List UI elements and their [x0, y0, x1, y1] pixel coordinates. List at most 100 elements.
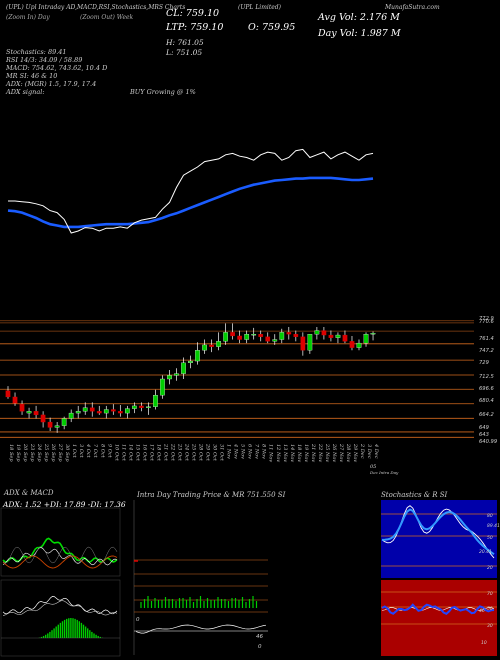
- stoch-value-label: 20.41: [479, 549, 492, 555]
- intraday-axis-label: 0: [258, 644, 262, 650]
- di-diff-line: [2, 546, 118, 564]
- date-tick-label: 5 Nov: [240, 444, 246, 459]
- candle-body: [160, 378, 165, 396]
- date-tick-label: 11 Nov: [268, 444, 274, 462]
- macd-histogram-bar: [49, 631, 51, 638]
- candle-body: [195, 350, 200, 362]
- candle-body: [293, 333, 299, 337]
- candle-body: [139, 405, 144, 408]
- stoch-d-line: [381, 505, 495, 559]
- rsi-value-label: 46: [479, 608, 485, 614]
- date-tick-label: 8 Nov: [261, 444, 267, 459]
- macd-histogram-bar: [45, 634, 47, 638]
- date-tick-label: 25 Oct: [191, 443, 197, 462]
- candle-body: [307, 333, 313, 351]
- candle-body: [188, 360, 193, 364]
- date-tick-label: 30 Oct: [212, 444, 218, 462]
- price-tick-label: 680.4: [479, 398, 494, 404]
- macd-histogram-bar: [76, 619, 78, 638]
- date-tick-label: 11 Oct: [120, 444, 126, 462]
- candle-body: [117, 411, 123, 414]
- date-tick-label: 4 Nov: [233, 443, 239, 459]
- price-tick-label: 643: [479, 432, 489, 438]
- date-tick-label: 17 Oct: [148, 444, 154, 462]
- date-tick-label: 14 Nov: [289, 444, 295, 462]
- candle-body: [103, 409, 109, 414]
- date-tick-label: 28 Nov: [345, 443, 351, 462]
- date-tick-label: 27 Sep: [57, 443, 63, 462]
- macd-histogram-bar: [63, 619, 66, 638]
- low-price: L: 751.05: [166, 48, 203, 57]
- date-tick-label: 24 Sep: [36, 443, 42, 462]
- macd-histogram-bar: [51, 630, 53, 638]
- date-tick-label: 22 Nov: [317, 443, 323, 462]
- price-tick-label: 729: [479, 360, 489, 366]
- candle-body: [132, 405, 137, 409]
- candle-body: [370, 333, 376, 335]
- date-tick-label: 6 Nov: [247, 444, 253, 459]
- macd-histogram-bar: [74, 618, 76, 638]
- adx-value: ADX: (MGR) 1.5, 17.9, 17.4: [6, 80, 97, 88]
- candle-body: [124, 408, 130, 414]
- date-extra-label: Dec Intra Day: [369, 470, 399, 475]
- intraday-panel-title: Intra Day Trading Price & MR 751.550 SI: [137, 491, 286, 499]
- price-tick-label: 640.99: [479, 439, 497, 445]
- stoch-value: Stochastics: 89.41: [6, 48, 67, 56]
- candle-body: [258, 333, 264, 337]
- candle-body: [279, 332, 285, 340]
- macd-histogram-bar: [89, 630, 91, 638]
- candle-body: [75, 411, 81, 414]
- zoom-out-link[interactable]: (Zoom Out) Week: [80, 14, 134, 21]
- macd-histogram-bar: [82, 624, 85, 638]
- candle-body: [265, 336, 271, 342]
- macd-histogram-bar: [91, 631, 93, 638]
- date-tick-label: 24 Oct: [184, 443, 190, 462]
- candle-body: [40, 414, 46, 423]
- date-tick-label: 31 Oct: [219, 444, 225, 462]
- candle-body: [153, 394, 158, 407]
- candle-body: [47, 421, 53, 428]
- date-tick-label: 25 Sep: [43, 443, 49, 462]
- macd-histogram-bar: [80, 622, 83, 638]
- plus-di-line: [2, 537, 118, 563]
- macd-histogram-bar: [40, 636, 43, 638]
- macd-histogram-bar: [61, 621, 64, 638]
- date-tick-label: 16 Oct: [141, 444, 147, 462]
- stoch-axis-label: 80: [487, 513, 493, 519]
- close-price-line: [8, 148, 374, 234]
- date-tick-label: 28 Oct: [198, 443, 204, 462]
- date-tick-label: 3 Oct: [78, 444, 84, 459]
- candle-body: [96, 411, 102, 414]
- date-tick-label: 23 Oct: [176, 443, 182, 462]
- candle-body: [89, 407, 95, 412]
- zoom-in-link[interactable]: (Zoom In) Day: [6, 14, 50, 21]
- stoch-axis-label: 50: [487, 535, 493, 541]
- adx-panel: [0, 507, 121, 577]
- rsi-signal-line: [381, 607, 495, 611]
- macd-histogram-bar: [78, 621, 80, 638]
- macd-histogram-bar: [87, 628, 89, 638]
- date-tick-label: 27 Nov: [338, 443, 344, 462]
- price-tick-label: 761.4: [479, 336, 494, 342]
- date-tick-label: 30 Sep: [64, 444, 70, 462]
- candle-body: [321, 330, 327, 336]
- close-price: CL: 759.10: [166, 8, 220, 19]
- macd-histogram-bar: [47, 633, 49, 638]
- candle-body: [251, 333, 257, 336]
- intraday-axis-label: 0: [136, 617, 140, 623]
- avg-volume: Avg Vol: 2.176 M: [318, 12, 400, 23]
- date-tick-label: 22 Oct: [169, 443, 175, 462]
- date-tick-label: 4 Dec: [373, 443, 379, 459]
- intraday-axis-label: 46: [256, 634, 263, 640]
- date-tick-label: 13 Nov: [282, 444, 288, 462]
- macd-histogram-bar: [66, 618, 68, 638]
- rsi-value: RSI 14/3: 34.09 / 58.89: [6, 56, 83, 64]
- minus-di-line: [2, 555, 118, 569]
- date-tick-label: 26 Sep: [50, 443, 56, 462]
- candle-body: [82, 407, 88, 412]
- ltp-price: LTP: 759.10: [166, 22, 224, 33]
- stoch-k-line: [381, 508, 495, 556]
- stochastics-panel: [381, 500, 497, 578]
- macd-histogram-bar: [84, 626, 87, 638]
